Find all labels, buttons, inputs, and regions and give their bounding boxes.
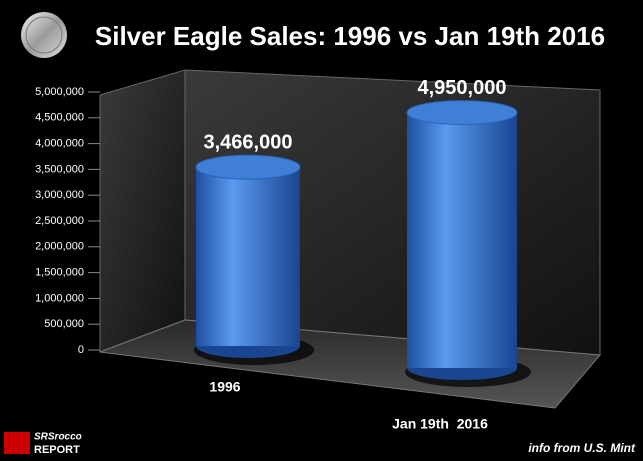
- y-tick-label: 500,000: [44, 318, 84, 330]
- data-label: 4,950,000: [418, 77, 507, 99]
- y-tick-label: 3,500,000: [35, 163, 84, 175]
- y-tick-label: 2,000,000: [35, 241, 84, 253]
- y-tick-label: 4,000,000: [35, 138, 84, 150]
- y-tick-label: 0: [78, 344, 84, 356]
- chart-title: Silver Eagle Sales: 1996 vs Jan 19th 201…: [95, 21, 605, 51]
- x-tick-label: Jan 19th 2016: [392, 416, 488, 432]
- coin-rim: [25, 16, 63, 54]
- side-wall: [99, 69, 186, 353]
- bar-top: [406, 100, 518, 126]
- data-label: 3,466,000: [204, 131, 293, 153]
- logo-text: REPORT: [34, 444, 80, 456]
- y-tick-label: 1,500,000: [35, 267, 84, 279]
- logo-icon: [4, 432, 30, 454]
- y-tick-label: 1,000,000: [35, 292, 84, 304]
- coin-icon: [21, 12, 67, 58]
- y-tick-label: 2,500,000: [35, 215, 84, 227]
- y-tick-label: 5,000,000: [35, 86, 84, 98]
- y-tick-label: 4,500,000: [35, 112, 84, 124]
- y-tick-label: 3,000,000: [35, 189, 84, 201]
- source-note: info from U.S. Mint: [528, 441, 636, 455]
- logo-text: SRSrocco: [34, 432, 82, 443]
- bar: [407, 112, 517, 368]
- x-tick-label: 1996: [209, 379, 240, 395]
- bar: [196, 167, 300, 346]
- bar-top: [195, 154, 301, 180]
